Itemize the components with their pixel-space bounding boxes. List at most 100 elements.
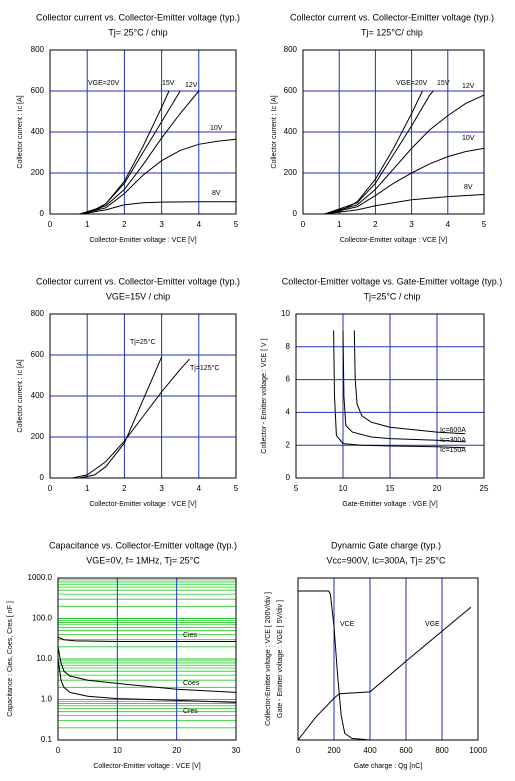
x-tick-label: 0	[48, 484, 53, 493]
series-line	[79, 356, 163, 479]
y-tick-label: 800	[284, 45, 298, 54]
y-tick-label: 200	[284, 168, 298, 177]
series-label: Coes	[183, 680, 200, 687]
y-tick-label: 10	[281, 309, 290, 318]
x-tick-label: 2	[122, 484, 127, 493]
x-tick-label: 4	[446, 220, 451, 229]
series-line	[57, 636, 236, 642]
series-label: 15V	[437, 80, 450, 87]
x-axis-label: Collector-Emitter voltage : VCE [V]	[89, 237, 196, 244]
chart-subtitle: Tj=25°C / chip	[364, 291, 421, 301]
y-tick-label: 600	[31, 86, 45, 95]
series-line	[324, 90, 434, 215]
series-label: Cies	[183, 632, 198, 639]
y-tick-label: 0	[293, 209, 298, 218]
series-label: 12V	[185, 82, 198, 89]
y-axis-label: Capacitance : Cies, Coes, Cres [ nF ]	[7, 601, 14, 717]
series-line	[324, 147, 485, 215]
y-tick-label: 200	[31, 432, 45, 441]
y-axis-label: Collector - Emitter voltage : VCE [ V ]	[261, 338, 268, 453]
series-line	[57, 646, 237, 693]
series-label: Tj=25°C	[130, 338, 156, 346]
y-tick-label: 800	[31, 309, 45, 318]
y-tick-label: 10.0	[36, 654, 52, 663]
series-label: VCE	[340, 621, 355, 628]
x-tick-label: 200	[327, 746, 341, 755]
plot-frame	[302, 49, 485, 215]
x-tick-label: 30	[232, 746, 241, 755]
chart-title: Collector current vs. Collector-Emitter …	[290, 12, 494, 22]
x-tick-label: 800	[435, 746, 449, 755]
x-axis-label: Collector-Emitter voltage : VCE [V]	[89, 501, 196, 508]
series-label: 15V	[162, 80, 175, 87]
plot-frame	[297, 577, 479, 741]
x-tick-label: 4	[197, 220, 202, 229]
x-axis-label: Gate-Emitter voltage : VGE [V]	[342, 501, 437, 508]
x-tick-label: 2	[373, 220, 378, 229]
series-label: Ic=600A	[440, 427, 466, 434]
y-axis-label: Collector current : Ic [A]	[17, 359, 24, 432]
series-label: Ic=150A	[440, 447, 466, 454]
series-label: 8V	[464, 184, 473, 191]
x-tick-label: 1000	[469, 746, 487, 755]
y2-axis-label: Gate - Emitter voltage : VGE [ 5V/div ]	[277, 600, 284, 718]
y-tick-label: 100.0	[32, 614, 53, 623]
y-tick-label: 400	[284, 127, 298, 136]
series-label: Cres	[183, 708, 198, 715]
x-tick-label: 1	[85, 220, 90, 229]
y-tick-label: 600	[31, 350, 45, 359]
x-axis-label: Collector-Emitter voltage : VCE [V]	[93, 763, 200, 770]
x-axis-label: Collector-Emitter voltage : VCE [V]	[340, 237, 447, 244]
y-tick-label: 200	[31, 168, 45, 177]
y-tick-label: 0	[40, 473, 45, 482]
series-line	[324, 194, 485, 215]
series-line	[79, 90, 170, 215]
series-line	[298, 590, 478, 741]
series-line	[333, 330, 466, 449]
x-tick-label: 0	[56, 746, 61, 755]
plot-frame	[49, 313, 237, 479]
series-label: Ic=300A	[440, 437, 466, 444]
series-line	[79, 138, 237, 215]
x-tick-label: 2	[122, 220, 127, 229]
y-tick-label: 6	[286, 375, 291, 384]
y-tick-label: 0.1	[41, 735, 53, 744]
x-tick-label: 25	[480, 484, 489, 493]
x-tick-label: 0	[296, 746, 301, 755]
series-line	[353, 330, 466, 435]
x-tick-label: 20	[433, 484, 442, 493]
y-tick-label: 0	[40, 209, 45, 218]
y-axis-label: Collector current : Ic [A]	[271, 95, 278, 168]
chart-title: Collector current vs. Collector-Emitter …	[36, 276, 240, 286]
x-tick-label: 10	[339, 484, 348, 493]
y-tick-label: 0	[286, 473, 291, 482]
x-tick-label: 20	[172, 746, 181, 755]
y-axis-label: Collector-Emitter voltage : VCE [ 200V/d…	[265, 592, 272, 726]
chart-title: Collector-Emitter voltage vs. Gate-Emitt…	[282, 276, 503, 286]
plot-frame	[49, 49, 237, 215]
chart-subtitle: VGE=0V, f= 1MHz, Tj= 25°C	[86, 555, 200, 565]
x-tick-label: 3	[159, 484, 164, 493]
x-tick-label: 1	[337, 220, 342, 229]
x-tick-label: 4	[197, 484, 202, 493]
series-label: 8V	[212, 190, 221, 197]
x-tick-label: 5	[234, 484, 239, 493]
series-label: 10V	[210, 125, 223, 132]
series-label: Tj=125°C	[190, 364, 219, 372]
plot-frame	[295, 313, 485, 479]
series-line	[297, 606, 472, 741]
series-label: VGE	[425, 621, 440, 628]
y-tick-label: 1000.0	[28, 573, 53, 582]
series-line	[342, 330, 466, 443]
x-tick-label: 600	[399, 746, 413, 755]
x-tick-label: 0	[301, 220, 306, 229]
series-label: VGE=20V	[396, 80, 428, 87]
y-tick-label: 400	[31, 391, 45, 400]
series-label: 12V	[462, 83, 475, 90]
x-tick-label: 10	[113, 746, 122, 755]
y-tick-label: 2	[286, 440, 291, 449]
x-tick-label: 1	[85, 484, 90, 493]
chart-subtitle: Vcc=900V, Ic=300A, Tj= 25°C	[327, 555, 446, 565]
x-tick-label: 3	[409, 220, 414, 229]
